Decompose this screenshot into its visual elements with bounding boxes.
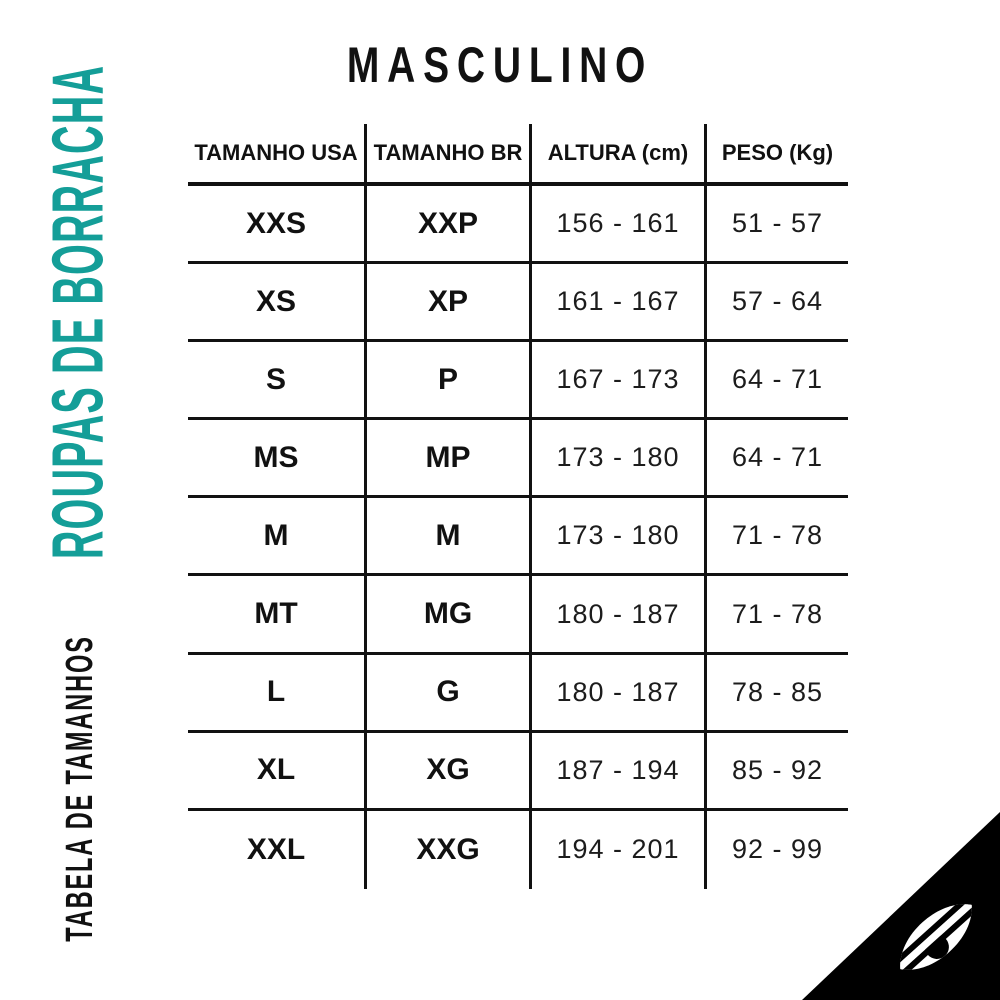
- height-range-cell: 180 - 187: [532, 654, 707, 730]
- usa-size-cell: XXL: [188, 810, 367, 889]
- usa-size-cell: XL: [188, 732, 367, 808]
- column-header-tamanho-br: TAMANHO BR: [367, 124, 532, 182]
- br-size-cell: G: [367, 654, 532, 730]
- usa-size-cell: XXS: [188, 186, 367, 262]
- corner-triangle: [802, 812, 1000, 1000]
- height-range-cell: 173 - 180: [532, 498, 707, 574]
- usa-size-cell: MS: [188, 420, 367, 496]
- size-table-header: TAMANHO USA TAMANHO BR ALTURA (cm) PESO …: [188, 124, 848, 186]
- br-size-cell: XXG: [367, 810, 532, 889]
- br-size-cell: M: [367, 498, 532, 574]
- br-size-cell: MG: [367, 576, 532, 652]
- weight-range-cell: 57 - 64: [731, 286, 824, 317]
- weight-range-cell: 71 - 78: [731, 520, 824, 551]
- br-size-cell: MP: [367, 420, 532, 496]
- weight-range-cell: 92 - 99: [731, 834, 824, 865]
- weight-range-cell: 64 - 71: [731, 364, 824, 395]
- height-range-cell: 187 - 194: [532, 732, 707, 808]
- table-row: XS XP 161 - 167 57 - 64: [188, 264, 848, 343]
- weight-range-cell: 85 - 92: [731, 754, 824, 785]
- wave-eye-logo-icon: [889, 894, 980, 978]
- column-header-tamanho-usa: TAMANHO USA: [188, 124, 367, 182]
- column-header-altura-cm: ALTURA (cm): [532, 124, 707, 182]
- height-range-cell: 180 - 187: [532, 576, 707, 652]
- column-header-peso-kg: PESO (Kg): [721, 140, 834, 165]
- br-size-cell: XG: [367, 732, 532, 808]
- height-range-cell: 167 - 173: [532, 342, 707, 418]
- weight-range-cell: 78 - 85: [731, 676, 824, 707]
- height-range-cell: 173 - 180: [532, 420, 707, 496]
- table-row: M M 173 - 180 71 - 78: [188, 498, 848, 577]
- height-range-cell: 161 - 167: [532, 264, 707, 340]
- height-range-cell: 194 - 201: [532, 810, 707, 889]
- usa-size-cell: L: [188, 654, 367, 730]
- table-row: XL XG 187 - 194 85 - 92: [188, 732, 848, 811]
- usa-size-cell: MT: [188, 576, 367, 652]
- weight-range-cell: 64 - 71: [731, 442, 824, 473]
- vertical-label-secondary-text: TABELA DE TAMANHOS: [58, 634, 101, 942]
- table-row: XXS XXP 156 - 161 51 - 57: [188, 186, 848, 265]
- vertical-label-primary-text: ROUPAS DE BORRACHA: [38, 64, 119, 560]
- page-title: MASCULINO: [346, 37, 654, 93]
- height-range-cell: 156 - 161: [532, 186, 707, 262]
- table-row: L G 180 - 187 78 - 85: [188, 654, 848, 733]
- table-row: S P 167 - 173 64 - 71: [188, 342, 848, 421]
- brand-corner-badge: [802, 812, 1000, 1000]
- table-row: MS MP 173 - 180 64 - 71: [188, 420, 848, 499]
- size-table: TAMANHO USA TAMANHO BR ALTURA (cm) PESO …: [188, 124, 848, 889]
- weight-range-cell: 71 - 78: [731, 598, 824, 629]
- table-row: MT MG 180 - 187 71 - 78: [188, 576, 848, 655]
- usa-size-cell: M: [188, 498, 367, 574]
- usa-size-cell: XS: [188, 264, 367, 340]
- table-row: XXL XXG 194 - 201 92 - 99: [188, 810, 848, 889]
- br-size-cell: XXP: [367, 186, 532, 262]
- size-table-body: XXS XXP 156 - 161 51 - 57 XS XP 161 - 167 57 - …: [188, 186, 848, 889]
- usa-size-cell: S: [188, 342, 367, 418]
- br-size-cell: XP: [367, 264, 532, 340]
- weight-range-cell: 51 - 57: [731, 208, 824, 239]
- br-size-cell: P: [367, 342, 532, 418]
